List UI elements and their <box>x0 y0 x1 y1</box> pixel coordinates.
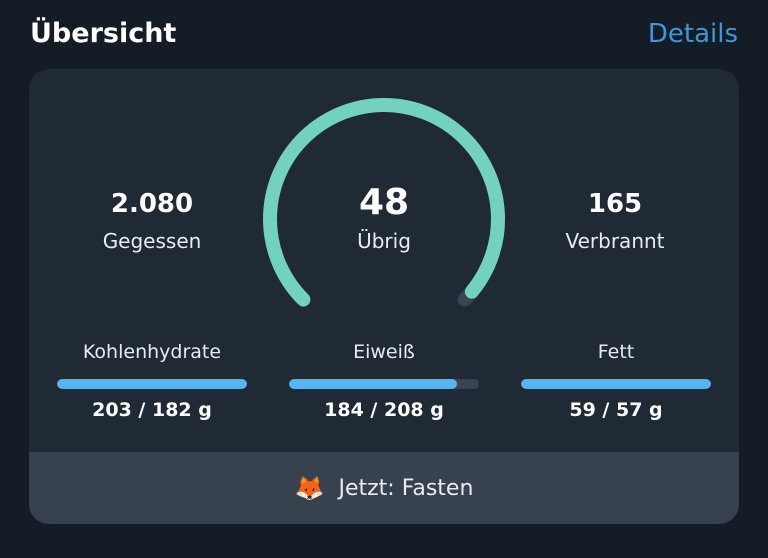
macro-fat: Fett 59 / 57 g <box>521 341 711 421</box>
summary-card: 2.080 Gegessen 48 Übrig 165 Verbrannt Ko… <box>29 69 739 524</box>
burned-stat: 165 Verbrannt <box>515 189 715 253</box>
progress-track <box>57 379 247 389</box>
gauge-fill <box>263 98 505 307</box>
eaten-value: 2.080 <box>110 189 194 219</box>
eaten-stat: 2.080 Gegessen <box>52 189 252 253</box>
macro-value: 203 / 182 g <box>92 399 212 421</box>
progress-fill <box>289 379 458 389</box>
remaining-label: Übrig <box>357 229 411 253</box>
macro-label: Eiweiß <box>353 341 415 363</box>
macro-value: 184 / 208 g <box>324 399 444 421</box>
remaining-gauge <box>263 98 505 307</box>
remaining-stat: 48 Übrig <box>284 182 484 253</box>
progress-track <box>289 379 479 389</box>
section-title: Übersicht <box>30 18 177 49</box>
fox-icon: 🦊 <box>294 474 325 502</box>
macro-value: 59 / 57 g <box>569 399 663 421</box>
fasting-status-bar[interactable]: 🦊 Jetzt: Fasten <box>29 452 739 524</box>
fasting-status-text: Jetzt: Fasten <box>338 475 474 501</box>
macro-protein: Eiweiß 184 / 208 g <box>289 341 479 421</box>
remaining-value: 48 <box>358 182 410 223</box>
macro-carbs: Kohlenhydrate 203 / 182 g <box>57 341 247 421</box>
eaten-label: Gegessen <box>102 229 202 253</box>
burned-label: Verbrannt <box>565 229 665 253</box>
burned-value: 165 <box>587 189 643 219</box>
progress-fill <box>57 379 247 389</box>
macro-label: Fett <box>597 341 635 363</box>
macro-label: Kohlenhydrate <box>82 341 222 363</box>
progress-track <box>521 379 711 389</box>
details-link[interactable]: Details <box>647 19 738 49</box>
progress-fill <box>521 379 711 389</box>
